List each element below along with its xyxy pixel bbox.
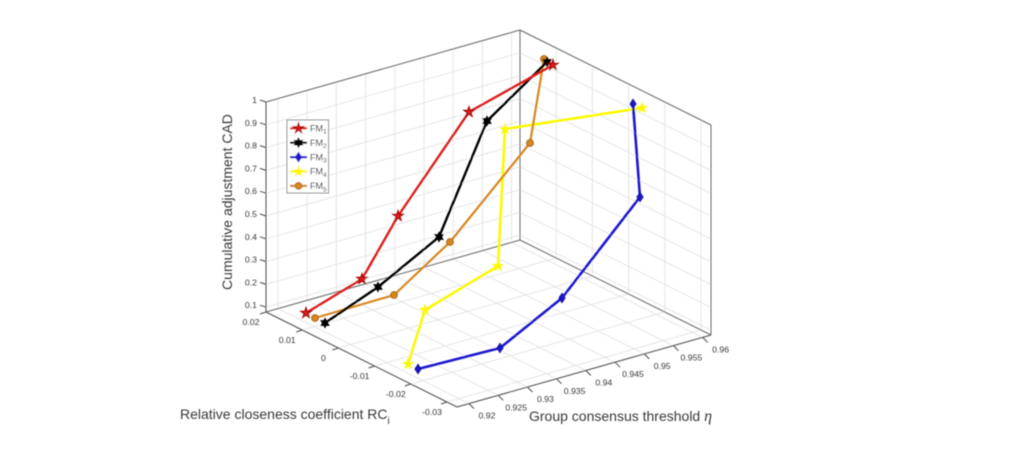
svg-text:1: 1	[252, 95, 257, 105]
svg-text:Cumulative adjustment CAD: Cumulative adjustment CAD	[219, 114, 235, 290]
svg-text:FM1: FM1	[310, 124, 327, 136]
svg-text:-0.01: -0.01	[350, 371, 370, 381]
svg-text:FM2: FM2	[310, 138, 327, 150]
svg-text:0.01: 0.01	[279, 335, 296, 345]
svg-text:Group consensus threshold η: Group consensus threshold η	[529, 408, 712, 425]
svg-text:0.7: 0.7	[245, 163, 257, 173]
svg-text:0.9: 0.9	[245, 118, 257, 128]
svg-text:-0.03: -0.03	[422, 407, 442, 417]
svg-text:0.8: 0.8	[245, 141, 257, 151]
svg-text:0.95: 0.95	[654, 361, 671, 371]
svg-text:0.945: 0.945	[622, 369, 644, 379]
svg-text:FM3: FM3	[310, 152, 327, 164]
svg-text:0.3: 0.3	[245, 255, 257, 265]
svg-text:-0.02: -0.02	[386, 389, 406, 399]
svg-text:FM5: FM5	[310, 181, 327, 193]
svg-text:0.2: 0.2	[245, 277, 257, 287]
svg-text:0.96: 0.96	[712, 344, 729, 354]
svg-text:0.94: 0.94	[595, 378, 612, 388]
svg-text:0.92: 0.92	[479, 411, 496, 421]
svg-text:0.935: 0.935	[564, 386, 586, 396]
svg-text:0.925: 0.925	[505, 402, 527, 412]
svg-text:0.6: 0.6	[245, 186, 257, 196]
svg-text:0.1: 0.1	[245, 300, 257, 310]
svg-text:FM4: FM4	[310, 167, 327, 179]
svg-text:0: 0	[321, 353, 326, 363]
svg-text:0.93: 0.93	[537, 394, 554, 404]
svg-text:0.955: 0.955	[681, 353, 703, 363]
svg-text:0.5: 0.5	[245, 209, 257, 219]
svg-text:Relative closeness coefficient: Relative closeness coefficient RCi	[180, 406, 390, 427]
svg-text:0.02: 0.02	[243, 317, 260, 327]
svg-text:0.4: 0.4	[245, 232, 257, 242]
